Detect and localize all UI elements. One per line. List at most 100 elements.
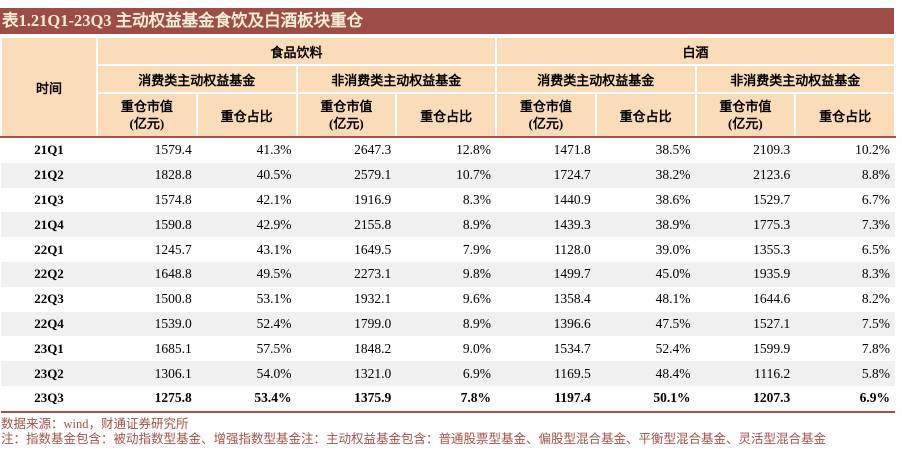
value-cell: 1358.4 [553, 291, 591, 307]
value-cell: 1306.1 [154, 365, 192, 381]
value-cell: 1321.0 [354, 365, 392, 381]
subgroup-header-food-consumer-funds: 消费类主动权益基金 [96, 64, 298, 94]
table-row: 21Q4 1590.8 42.9% 2155.8 8.9% 1439.3 38.9% 1775… [1, 212, 896, 238]
value-cell: 1916.9 [354, 191, 392, 207]
value-cell: 1128.0 [554, 241, 591, 257]
table-row: 22Q1 1245.7 43.1% 1649.5 7.9% 1128.0 39.0% 1355… [1, 237, 895, 262]
value-cell: 42.9% [256, 216, 292, 232]
value-cell: 1169.5 [554, 365, 591, 381]
value-cell: 2155.8 [354, 216, 392, 232]
value-cell: 41.3% [256, 142, 292, 158]
report-table-figure: 表1.21Q1-23Q3 主动权益基金食饮及白酒板块重仓 时间 食品饮料 白酒 … [0, 8, 902, 449]
value-cell: 1685.1 [154, 340, 192, 356]
value-cell: 1935.9 [753, 266, 791, 282]
table-body: 21Q1 1579.4 41.3% 2647.3 12.8% 1471.8 38.5% 210… [1, 137, 896, 413]
value-cell: 9.0% [462, 340, 492, 356]
table-row: 22Q4 1539.0 52.4% 1799.0 8.9% 1396.6 47.5% 1527… [1, 311, 896, 337]
metric-value-unit: (亿元) [728, 116, 763, 131]
value-cell: 6.7% [861, 191, 891, 207]
period-cell: 21Q2 [34, 167, 64, 183]
subgroup-header-food-nonconsumer-funds: 非消费类主动权益基金 [295, 64, 498, 94]
period-cell: 23Q3 [1, 385, 97, 413]
table-row: 23Q2 1306.1 54.0% 1321.0 6.9% 1169.5 48.4% 1116… [1, 361, 896, 386]
value-cell: 1197.4 [496, 385, 596, 413]
value-cell: 1848.2 [354, 340, 392, 356]
value-cell: 1440.9 [553, 191, 591, 207]
value-cell: 1649.5 [354, 241, 392, 257]
value-cell: 2123.6 [753, 167, 791, 183]
value-cell: 1574.8 [154, 191, 192, 207]
subgroup-header-baijiu-nonconsumer-funds: 非消费类主动权益基金 [694, 64, 897, 94]
metric-value-unit: (亿元) [329, 116, 364, 131]
value-cell: 54.0% [256, 365, 292, 381]
value-cell: 1527.1 [753, 315, 791, 331]
metric-header-weight: 重仓占比 [195, 92, 298, 138]
metric-value-label: 重仓市值 [519, 99, 572, 114]
value-cell: 43.1% [256, 241, 292, 257]
value-cell: 1644.6 [753, 291, 791, 307]
value-cell: 7.3% [861, 216, 891, 232]
period-cell: 22Q1 [34, 241, 64, 257]
table-row: 21Q2 1828.8 40.5% 2579.1 10.7% 1724.7 38.2% 212… [1, 162, 896, 188]
value-cell: 8.9% [462, 315, 492, 331]
value-cell: 1648.8 [154, 266, 192, 282]
period-cell: 22Q4 [34, 315, 64, 331]
value-cell: 1534.7 [553, 340, 591, 356]
value-cell: 1599.9 [753, 340, 791, 356]
period-cell: 23Q2 [34, 365, 64, 381]
value-cell: 1207.3 [695, 385, 796, 413]
value-cell: 2109.3 [753, 142, 791, 158]
metric-value-unit: (亿元) [129, 116, 165, 131]
time-column-header: 时间 [0, 36, 98, 138]
value-cell: 7.8% [396, 385, 497, 413]
table-row: 22Q2 1648.8 49.5% 2273.1 9.8% 1499.7 45.0% 1935… [1, 261, 896, 287]
value-cell: 1245.7 [154, 241, 192, 257]
value-cell: 12.8% [456, 142, 492, 158]
period-cell: 21Q1 [34, 142, 64, 158]
value-cell: 1724.7 [553, 167, 591, 183]
value-cell: 8.9% [462, 216, 492, 232]
table-row: 22Q3 1500.8 53.1% 1932.1 9.6% 1358.4 48.1% 1644… [1, 287, 895, 312]
value-cell: 8.3% [861, 266, 891, 282]
table-row: 23Q1 1685.1 57.5% 1848.2 9.0% 1534.7 52.4% 1599… [1, 336, 895, 361]
table-row: 21Q3 1574.8 42.1% 1916.9 8.3% 1440.9 38.6% 1529… [1, 188, 895, 213]
period-cell: 22Q2 [34, 266, 64, 282]
period-cell: 21Q3 [34, 191, 64, 207]
value-cell: 38.5% [655, 142, 691, 158]
value-cell: 38.6% [655, 191, 691, 207]
value-cell: 1500.8 [154, 291, 192, 307]
subgroup-header-baijiu-consumer-funds: 消费类主动权益基金 [495, 64, 697, 94]
period-cell: 22Q3 [34, 291, 64, 307]
table-header: 时间 食品饮料 白酒 消费类主动权益基金 非消费类主动权益基金 消费类主动权益基… [0, 36, 897, 138]
value-cell: 1932.1 [354, 291, 392, 307]
value-cell: 48.4% [655, 365, 691, 381]
value-cell: 38.9% [655, 216, 691, 232]
table-footnotes: 数据来源：wind，财通证券研究所 注：指数基金包含：被动指数型基金、增强指数型… [0, 417, 902, 447]
metric-header-market-value: 重仓市值 (亿元) [495, 92, 597, 138]
period-cell: 21Q4 [34, 216, 64, 232]
value-cell: 2273.1 [354, 266, 392, 282]
value-cell: 57.5% [256, 340, 292, 356]
metric-value-label: 重仓市值 [719, 99, 772, 114]
value-cell: 1499.7 [553, 266, 591, 282]
metric-value-label: 重仓市值 [320, 99, 373, 114]
fund-holdings-table: 时间 食品饮料 白酒 消费类主动权益基金 非消费类主动权益基金 消费类主动权益基… [0, 36, 897, 413]
period-cell: 23Q1 [34, 340, 64, 356]
value-cell: 6.5% [861, 241, 891, 257]
value-cell: 47.5% [655, 315, 691, 331]
value-cell: 9.8% [462, 266, 492, 282]
metric-header-weight: 重仓占比 [594, 92, 697, 138]
table-title-bar: 表1.21Q1-23Q3 主动权益基金食饮及白酒板块重仓 [0, 8, 894, 34]
value-cell: 10.7% [456, 167, 492, 183]
value-cell: 7.5% [861, 315, 891, 331]
value-cell: 8.2% [861, 291, 891, 307]
value-cell: 8.3% [462, 191, 492, 207]
value-cell: 1799.0 [354, 315, 392, 331]
value-cell: 2647.3 [354, 142, 392, 158]
value-cell: 7.8% [861, 340, 891, 356]
value-cell: 49.5% [256, 266, 292, 282]
value-cell: 1828.8 [154, 167, 192, 183]
value-cell: 1539.0 [154, 315, 192, 331]
table-title: 表1.21Q1-23Q3 主动权益基金食饮及白酒板块重仓 [2, 11, 364, 30]
value-cell: 1396.6 [553, 315, 591, 331]
